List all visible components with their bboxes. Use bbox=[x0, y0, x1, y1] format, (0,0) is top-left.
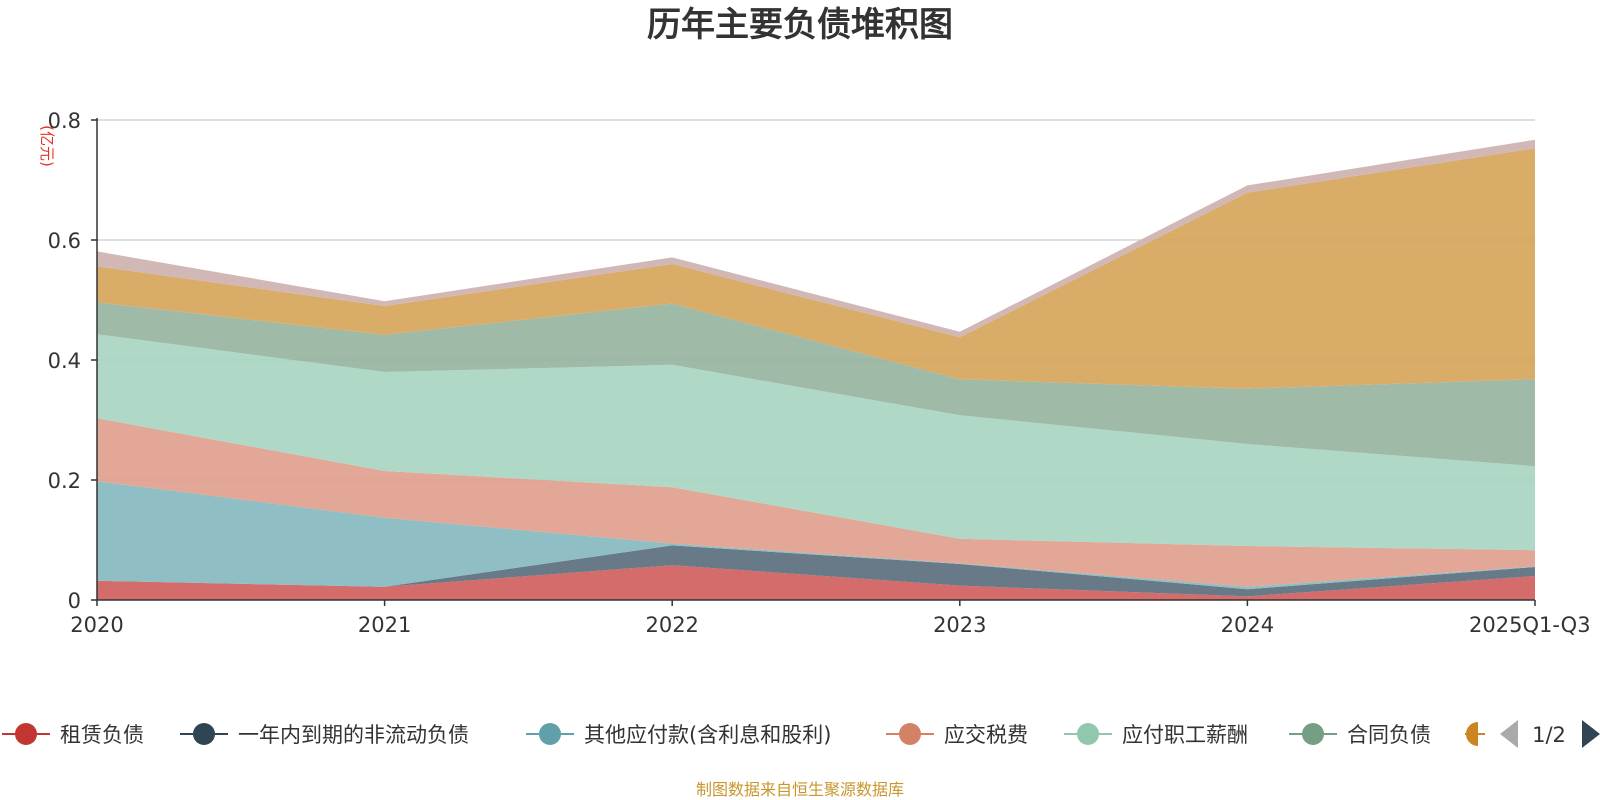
legend-item[interactable]: 合同负债 bbox=[1289, 723, 1431, 747]
area-series-2 bbox=[97, 481, 1535, 590]
legend-dot-marker-clipped bbox=[1466, 722, 1478, 746]
y-tick-label: 0.2 bbox=[48, 469, 81, 493]
y-tick-label: 0.8 bbox=[48, 109, 81, 133]
x-tick-label: 2023 bbox=[933, 613, 986, 637]
area-series-4 bbox=[97, 334, 1535, 551]
legend-next-page-icon[interactable] bbox=[1582, 720, 1600, 748]
legend-item[interactable]: 其他应付款(含利息和股利) bbox=[526, 723, 831, 747]
legend-page-indicator: 1/2 bbox=[1532, 723, 1566, 747]
y-tick-label: 0.4 bbox=[48, 349, 81, 373]
legend-item[interactable]: 一年内到期的非流动负债 bbox=[180, 723, 469, 747]
x-tick-label: 2025Q1-Q3 bbox=[1469, 613, 1591, 637]
x-tick-label: 2024 bbox=[1221, 613, 1274, 637]
legend-item[interactable]: 应付职工薪酬 bbox=[1064, 723, 1248, 747]
area-series-1 bbox=[97, 545, 1535, 597]
area-series-7 bbox=[97, 139, 1535, 338]
legend-label: 应付职工薪酬 bbox=[1122, 723, 1248, 747]
legend-dot-marker bbox=[193, 723, 215, 745]
legend-label: 一年内到期的非流动负债 bbox=[238, 723, 469, 747]
legend-dot-marker bbox=[899, 723, 921, 745]
x-tick-label: 2022 bbox=[645, 613, 698, 637]
legend-dot-marker bbox=[1302, 723, 1324, 745]
legend-item[interactable]: 应交税费 bbox=[886, 723, 1028, 747]
legend-label: 租赁负债 bbox=[60, 723, 144, 747]
stacked-areas bbox=[97, 139, 1535, 600]
y-tick-label: 0 bbox=[68, 589, 81, 613]
legend-prev-page-icon[interactable] bbox=[1500, 720, 1518, 748]
data-source-note: 制图数据来自恒生聚源数据库 bbox=[696, 780, 904, 799]
area-series-5 bbox=[97, 302, 1535, 467]
legend-label: 应交税费 bbox=[944, 723, 1028, 747]
legend-item[interactable]: 租赁负债 bbox=[2, 723, 144, 747]
x-tick-label: 2021 bbox=[358, 613, 411, 637]
area-series-3 bbox=[97, 418, 1535, 587]
legend-dot-marker bbox=[539, 723, 561, 745]
legend-dot-marker bbox=[15, 723, 37, 745]
legend-dot-marker bbox=[1077, 723, 1099, 745]
x-tick-label: 2020 bbox=[70, 613, 123, 637]
legend: 租赁负债 一年内到期的非流动负债 其他应付款(含利息和股利) 应交税费 应付职工薪酬 合同… bbox=[2, 720, 1600, 748]
legend-label: 其他应付款(含利息和股利) bbox=[584, 723, 831, 747]
area-series-6 bbox=[97, 148, 1535, 389]
legend-label: 合同负债 bbox=[1347, 723, 1431, 747]
y-tick-label: 0.6 bbox=[48, 229, 81, 253]
chart-title: 历年主要负债堆积图 bbox=[647, 5, 953, 45]
axes: 0 0.2 0.4 0.6 0.8 2020 2021 2022 2023 2024 2025Q1-… bbox=[48, 109, 1591, 637]
y-axis-unit-label: (亿元) bbox=[38, 125, 56, 167]
area-series-0 bbox=[97, 565, 1535, 600]
